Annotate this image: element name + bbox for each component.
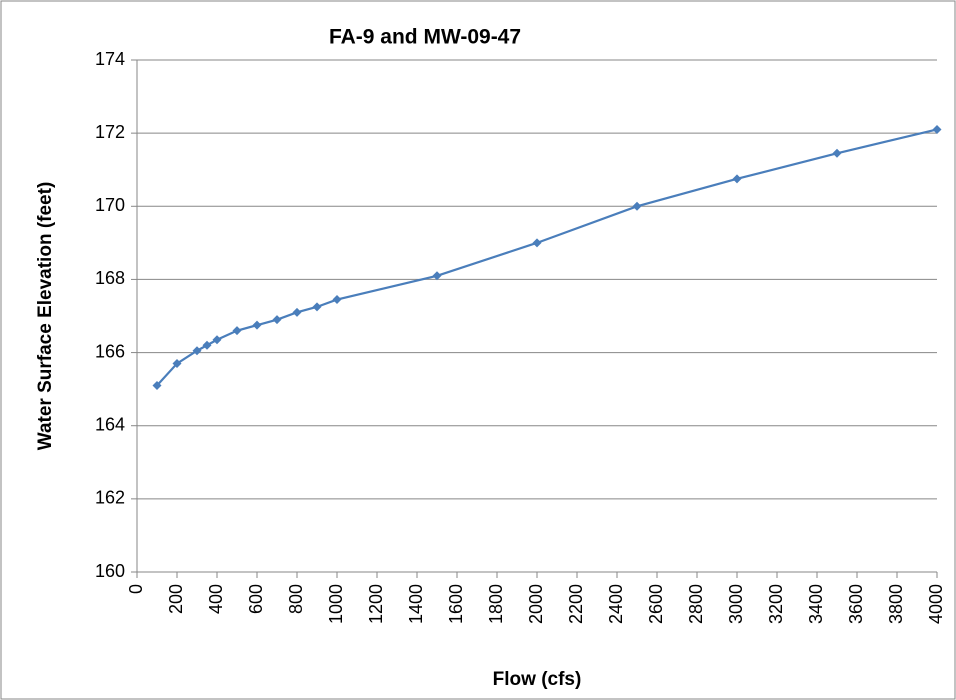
y-tick-label: 164 [95, 414, 125, 434]
x-tick-label: 1800 [486, 584, 506, 624]
x-tick-label: 3600 [846, 584, 866, 624]
x-tick-label: 1200 [366, 584, 386, 624]
data-point [292, 307, 302, 317]
data-point [312, 302, 322, 312]
x-tick-label: 2800 [686, 584, 706, 624]
x-tick-label: 4000 [926, 584, 946, 624]
y-tick-label: 174 [95, 49, 125, 69]
data-point [332, 295, 342, 305]
x-tick-label: 200 [166, 584, 186, 614]
x-tick-label: 800 [286, 584, 306, 614]
x-tick-label: 400 [206, 584, 226, 614]
x-tick-label: 3000 [726, 584, 746, 624]
x-tick-label: 1600 [446, 584, 466, 624]
data-point [232, 326, 242, 336]
data-point [932, 124, 942, 134]
data-point [202, 340, 212, 350]
data-point [272, 315, 282, 325]
data-point [732, 174, 742, 184]
y-tick-label: 166 [95, 341, 125, 361]
chart-title: FA-9 and MW-09-47 [329, 26, 521, 49]
y-tick-label: 162 [95, 488, 125, 508]
x-tick-label: 2200 [566, 584, 586, 624]
x-tick-label: 3200 [766, 584, 786, 624]
data-point [632, 201, 642, 211]
data-point [192, 346, 202, 356]
y-axis-label: Water Surface Elevation (feet) [35, 182, 56, 451]
x-tick-label: 2000 [526, 584, 546, 624]
y-tick-label: 160 [95, 561, 125, 581]
data-point [152, 380, 162, 390]
data-point [212, 335, 222, 345]
x-tick-label: 600 [246, 584, 266, 614]
y-tick-label: 170 [95, 195, 125, 215]
x-tick-label: 1400 [406, 584, 426, 624]
data-point [252, 320, 262, 330]
x-tick-label: 0 [126, 584, 146, 594]
y-tick-label: 168 [95, 268, 125, 288]
data-point [432, 271, 442, 281]
data-point [532, 238, 542, 248]
x-axis-label: Flow (cfs) [493, 669, 582, 690]
x-tick-label: 2600 [646, 584, 666, 624]
x-tick-label: 3400 [806, 584, 826, 624]
y-tick-label: 172 [95, 122, 125, 142]
x-tick-label: 3800 [886, 584, 906, 624]
x-tick-label: 2400 [606, 584, 626, 624]
data-point [832, 148, 842, 158]
data-point [172, 359, 182, 369]
x-tick-label: 1000 [326, 584, 346, 624]
